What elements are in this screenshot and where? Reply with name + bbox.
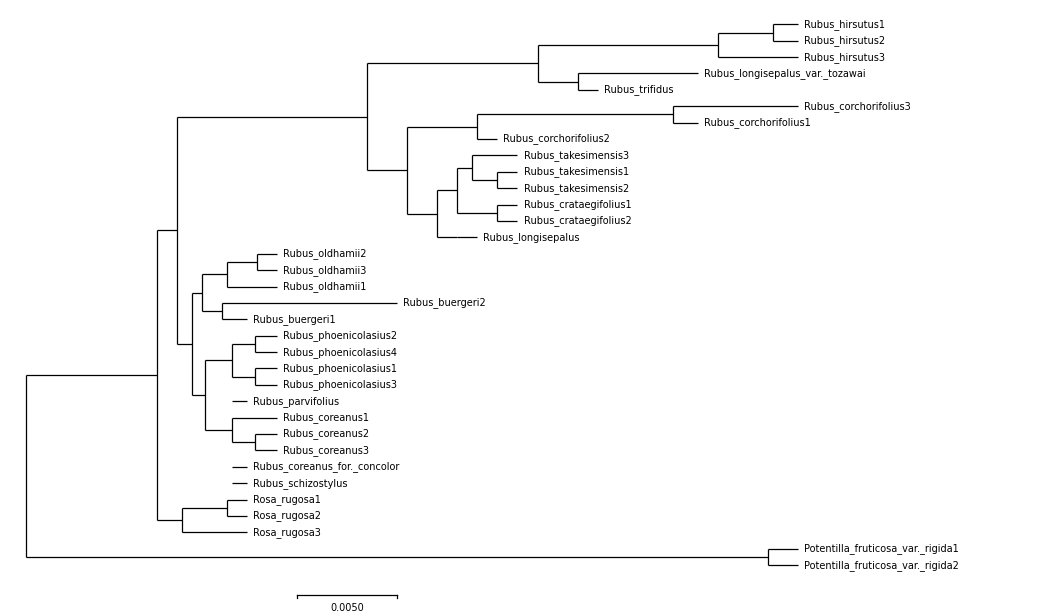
Text: Rubus_coreanus2: Rubus_coreanus2 [283,429,369,439]
Text: Potentilla_fruticosa_var._rigida2: Potentilla_fruticosa_var._rigida2 [804,560,959,570]
Text: Rubus_phoenicolasius2: Rubus_phoenicolasius2 [283,330,397,341]
Text: Rubus_parvifolius: Rubus_parvifolius [253,395,339,407]
Text: Rubus_crataegifolius1: Rubus_crataegifolius1 [523,199,631,210]
Text: Rubus_oldhamii3: Rubus_oldhamii3 [283,265,366,275]
Text: Rubus_takesimensis2: Rubus_takesimensis2 [523,183,629,193]
Text: Rubus_corchorifolius1: Rubus_corchorifolius1 [704,117,810,128]
Text: Rubus_oldhamii1: Rubus_oldhamii1 [283,281,366,292]
Text: Rubus_hirsutus3: Rubus_hirsutus3 [804,52,885,63]
Text: Rosa_rugosa1: Rosa_rugosa1 [253,494,320,505]
Text: Potentilla_fruticosa_var._rigida1: Potentilla_fruticosa_var._rigida1 [804,543,959,554]
Text: Rubus_hirsutus2: Rubus_hirsutus2 [804,35,885,46]
Text: Rubus_buergeri1: Rubus_buergeri1 [253,314,336,325]
Text: Rubus_coreanus_for._concolor: Rubus_coreanus_for._concolor [253,461,399,472]
Text: Rubus_schizostylus: Rubus_schizostylus [253,478,347,488]
Text: Rubus_coreanus1: Rubus_coreanus1 [283,412,369,423]
Text: Rubus_longisepalus_var._tozawai: Rubus_longisepalus_var._tozawai [704,68,865,79]
Text: Rubus_trifidus: Rubus_trifidus [603,84,673,95]
Text: Rubus_oldhamii2: Rubus_oldhamii2 [283,248,366,259]
Text: Rubus_corchorifolius2: Rubus_corchorifolius2 [503,134,610,145]
Text: Rubus_phoenicolasius1: Rubus_phoenicolasius1 [283,363,397,374]
Text: Rubus_takesimensis1: Rubus_takesimensis1 [523,166,628,177]
Text: Rubus_hirsutus1: Rubus_hirsutus1 [804,19,885,30]
Text: Rosa_rugosa3: Rosa_rugosa3 [253,527,320,538]
Text: 0.0050: 0.0050 [331,603,364,613]
Text: Rubus_longisepalus: Rubus_longisepalus [484,232,580,243]
Text: Rubus_phoenicolasius3: Rubus_phoenicolasius3 [283,379,397,391]
Text: Rubus_buergeri2: Rubus_buergeri2 [404,298,486,309]
Text: Rubus_crataegifolius2: Rubus_crataegifolius2 [523,216,631,227]
Text: Rubus_coreanus3: Rubus_coreanus3 [283,445,369,456]
Text: Rosa_rugosa2: Rosa_rugosa2 [253,511,321,521]
Text: Rubus_phoenicolasius4: Rubus_phoenicolasius4 [283,347,397,357]
Text: Rubus_corchorifolius3: Rubus_corchorifolius3 [804,101,911,111]
Text: Rubus_takesimensis3: Rubus_takesimensis3 [523,150,628,161]
